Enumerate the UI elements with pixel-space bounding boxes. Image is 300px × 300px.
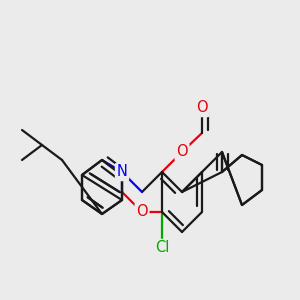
Text: Cl: Cl xyxy=(155,241,169,256)
Text: O: O xyxy=(176,145,188,160)
Text: O: O xyxy=(136,205,148,220)
Text: N: N xyxy=(117,164,128,179)
Text: O: O xyxy=(196,100,208,116)
